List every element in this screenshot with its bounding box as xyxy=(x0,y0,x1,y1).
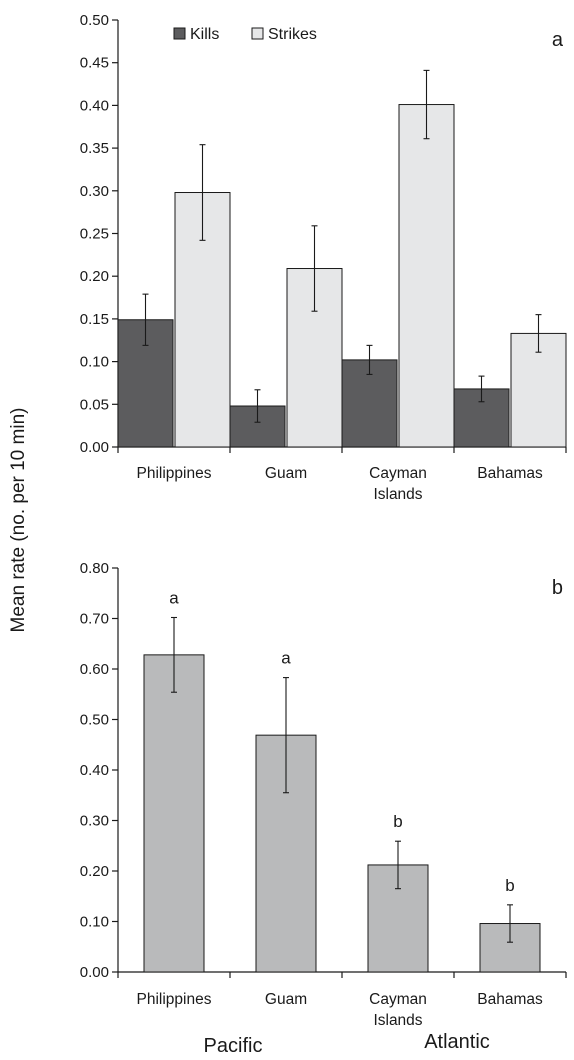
category-label-guam: Guam xyxy=(265,465,307,482)
panel-label-a: a xyxy=(552,29,564,51)
y-tick-label: 0.00 xyxy=(80,439,109,456)
category-label-guam: Guam xyxy=(265,991,307,1008)
significance-letter-bahamas: b xyxy=(505,876,514,895)
y-tick-label: 0.35 xyxy=(80,140,109,157)
legend-swatch-strikes xyxy=(251,27,264,40)
significance-letter-cayman-islands: b xyxy=(393,812,402,831)
y-tick-label: 0.50 xyxy=(80,712,109,729)
category-label-cayman-islands: Islands xyxy=(373,1012,422,1029)
panel-b: 0.00 0.10 0.20 0.30 0.40 0.50 0.60 0.70 0.80 Phil… xyxy=(80,560,567,1029)
significance-letter-guam: a xyxy=(281,649,291,668)
legend-label-kills: Kills xyxy=(190,26,219,43)
bar-total-guam xyxy=(255,734,317,973)
y-tick-label: 0.50 xyxy=(80,12,109,29)
y-tick-label: 0.60 xyxy=(80,661,109,678)
y-tick-label: 0.40 xyxy=(80,97,109,114)
y-tick-label: 0.40 xyxy=(80,762,109,779)
category-label-cayman-islands: Cayman xyxy=(369,991,427,1008)
category-label-bahamas: Bahamas xyxy=(477,991,543,1008)
category-label-philippines: Philippines xyxy=(137,991,212,1008)
y-tick-label: 0.05 xyxy=(80,396,109,413)
legend-swatch-kills xyxy=(173,27,186,40)
y-tick-label: 0.15 xyxy=(80,311,109,328)
bar-total-philippines xyxy=(143,654,205,973)
panel-label-b: b xyxy=(552,577,563,599)
y-axis-label: Mean rate (no. per 10 min) xyxy=(8,408,29,633)
y-tick-label: 0.30 xyxy=(80,813,109,830)
bar-total-cayman-islands xyxy=(367,864,429,973)
y-tick-label: 0.20 xyxy=(80,863,109,880)
category-label-cayman-islands: Cayman xyxy=(369,465,427,482)
group-label-pacific: Pacific xyxy=(204,1035,263,1057)
significance-letter-philippines: a xyxy=(169,588,179,607)
category-label-bahamas: Bahamas xyxy=(477,465,543,482)
y-tick-label: 0.70 xyxy=(80,611,109,628)
bar-strikes-cayman-islands xyxy=(398,104,455,448)
category-label-cayman-islands: Islands xyxy=(373,486,422,503)
y-tick-label: 0.30 xyxy=(80,183,109,200)
y-tick-label: 0.25 xyxy=(80,226,109,243)
legend: Kills Strikes xyxy=(173,26,317,43)
y-tick-label: 0.45 xyxy=(80,55,109,72)
y-tick-label: 0.20 xyxy=(80,268,109,285)
legend-label-strikes: Strikes xyxy=(268,26,317,43)
panel-a: 0.00 0.05 0.10 0.15 0.20 0.25 0.30 0.35 0.40 0.45… xyxy=(80,12,567,503)
group-label-atlantic: Atlantic xyxy=(424,1031,490,1053)
y-tick-label: 0.00 xyxy=(80,964,109,981)
y-tick-label: 0.10 xyxy=(80,354,109,371)
y-tick-label: 0.80 xyxy=(80,560,109,577)
y-tick-label: 0.10 xyxy=(80,914,109,931)
category-label-philippines: Philippines xyxy=(137,465,212,482)
